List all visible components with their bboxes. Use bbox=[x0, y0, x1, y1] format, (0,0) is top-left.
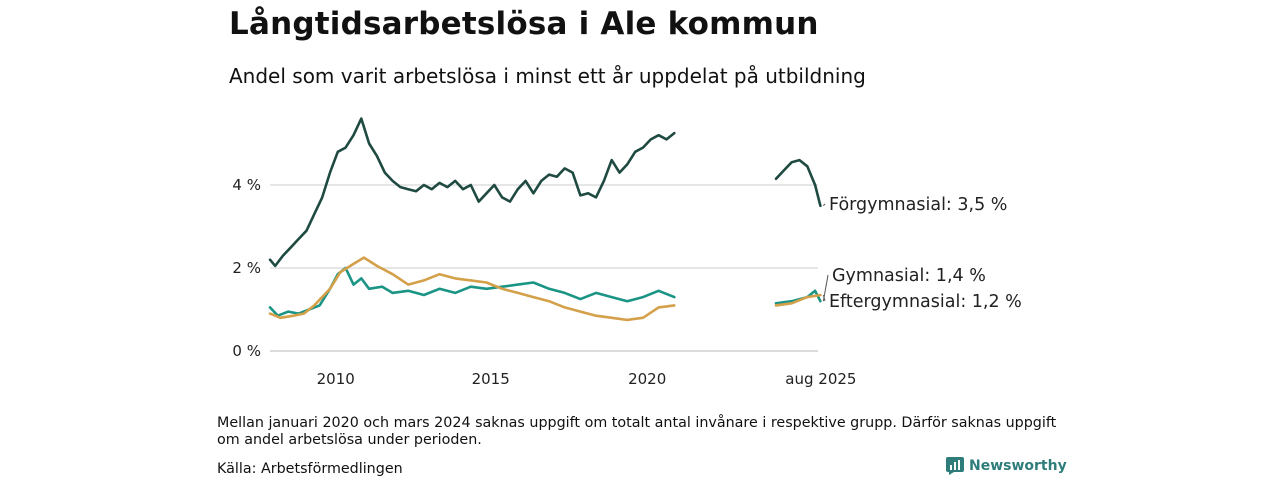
x-tick-label: 2020 bbox=[628, 370, 666, 388]
chart-title: Långtidsarbetslösa i Ale kommun bbox=[229, 6, 819, 42]
bar-chart-icon bbox=[946, 457, 964, 475]
y-axis-ticks: 0 % 2 % 4 % bbox=[232, 176, 261, 360]
series-end-labels: Förgymnasial: 3,5 % Gymnasial: 1,4 % Efter… bbox=[822, 195, 1022, 312]
x-tick-label: 2010 bbox=[317, 370, 355, 388]
x-tick-label: 2015 bbox=[472, 370, 510, 388]
y-tick-label: 0 % bbox=[232, 342, 261, 360]
series-end-label: Förgymnasial: 3,5 % bbox=[829, 195, 1007, 215]
series-line-förgymnasial bbox=[774, 158, 822, 208]
x-axis-ticks: 2010 2015 2020 aug 2025 bbox=[317, 370, 857, 388]
newsworthy-logo[interactable]: Newsworthy bbox=[946, 457, 1067, 475]
y-tick-label: 2 % bbox=[232, 259, 261, 277]
chart-subtitle: Andel som varit arbetslösa i minst ett å… bbox=[229, 64, 866, 88]
source-note: Källa: Arbetsförmedlingen bbox=[217, 461, 403, 477]
y-tick-label: 4 % bbox=[232, 176, 261, 194]
leader-line bbox=[822, 294, 826, 302]
x-tick-label: aug 2025 bbox=[785, 370, 856, 388]
leader-line bbox=[822, 203, 826, 207]
series-end-label: Gymnasial: 1,4 % bbox=[832, 266, 986, 286]
brand-name: Newsworthy bbox=[969, 458, 1067, 474]
series-line-eftergymnasial bbox=[268, 256, 676, 322]
series-line-eftergymnasial bbox=[774, 293, 822, 307]
gridlines bbox=[270, 184, 818, 352]
footnote: Mellan januari 2020 och mars 2024 saknas… bbox=[217, 415, 1057, 448]
series-line-gymnasial bbox=[268, 266, 676, 317]
series-lines bbox=[268, 117, 822, 322]
series-end-label: Eftergymnasial: 1,2 % bbox=[829, 292, 1022, 312]
series-line-förgymnasial bbox=[268, 117, 676, 268]
line-chart: 0 % 2 % 4 % 2010 2015 2020 aug 2025 Förgymnas… bbox=[232, 117, 1022, 388]
